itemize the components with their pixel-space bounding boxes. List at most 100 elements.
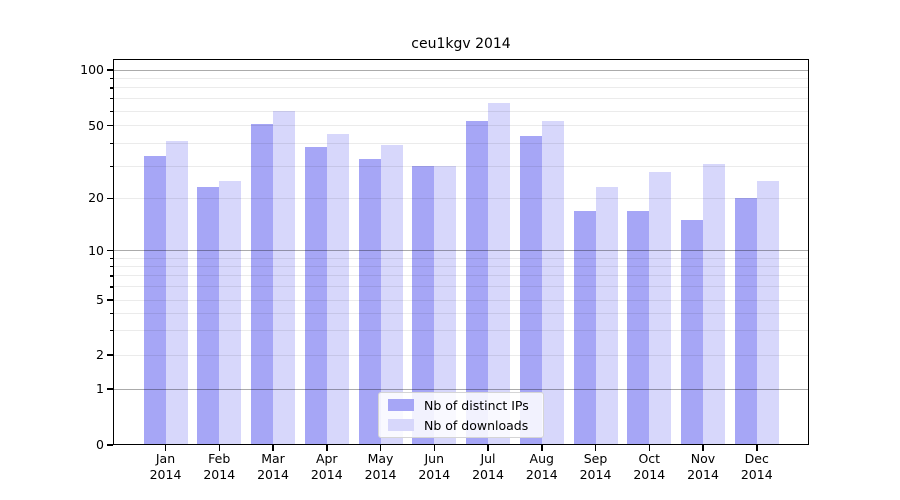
gridline-80 (113, 87, 809, 89)
y-minortick-8 (109, 265, 113, 268)
y-tick-10 (107, 249, 113, 252)
x-tick-label-jun: Jun 2014 (418, 451, 451, 482)
x-tick-label-jan: Jan 2014 (149, 451, 182, 482)
bar-distinct-ips-may (358, 158, 381, 445)
y-minortick-9 (109, 257, 113, 259)
x-tick-label-sep: Sep 2014 (579, 451, 612, 482)
x-tick-feb (218, 445, 220, 451)
gridline-5 (113, 299, 809, 301)
y-minortick-80 (109, 87, 113, 89)
gridline-60 (113, 110, 809, 112)
gridline-20 (113, 197, 809, 199)
bar-distinct-ips-jun (412, 166, 435, 445)
gridline-4 (113, 312, 809, 314)
gridline-2 (113, 354, 809, 356)
legend: Nb of distinct IPs Nb of downloads (378, 392, 544, 438)
bar-downloads-feb (219, 180, 242, 445)
bar-distinct-ips-jul (466, 121, 488, 445)
gridline-50 (113, 125, 809, 127)
bar-downloads-mar (273, 111, 295, 445)
x-tick-nov (702, 445, 704, 451)
gridline-70 (113, 98, 809, 100)
gridline-3 (113, 330, 809, 332)
y-minortick-7 (109, 275, 113, 277)
x-tick-label-oct: Oct 2014 (633, 451, 666, 482)
x-tick-label-feb: Feb 2014 (203, 451, 236, 482)
y-tick-label-1: 1 (96, 381, 104, 396)
x-tick-mar (272, 445, 274, 451)
y-tick-label-50: 50 (88, 117, 104, 133)
legend-item-downloads: Nb of downloads (388, 418, 534, 433)
bar-downloads-sep (595, 187, 618, 445)
bar-downloads-may (380, 145, 403, 445)
bar-downloads-aug (541, 121, 564, 445)
gridline-6 (113, 286, 809, 288)
x-tick-dec (756, 445, 758, 451)
y-minortick-90 (109, 77, 113, 80)
bar-downloads-dec (756, 180, 779, 445)
y-minortick-40 (109, 142, 113, 145)
bar-downloads-oct (649, 171, 672, 445)
bar-distinct-ips-nov (681, 219, 703, 445)
y-minortick-60 (109, 110, 113, 112)
bar-distinct-ips-apr (304, 147, 327, 445)
bar-downloads-nov (703, 163, 725, 445)
y-tick-label-2: 2 (96, 347, 104, 362)
x-tick-may (379, 445, 382, 451)
gridline-major-100 (113, 69, 809, 71)
x-tick-label-may: May 2014 (364, 451, 397, 482)
bar-downloads-jan (165, 141, 188, 445)
bar-distinct-ips-oct (627, 210, 650, 445)
y-minortick-6 (109, 286, 113, 288)
y-tick-2 (107, 354, 113, 356)
legend-label-distinct-ips: Nb of distinct IPs (424, 397, 529, 413)
y-tick-20 (107, 197, 113, 199)
legend-swatch-downloads (388, 419, 414, 431)
bar-distinct-ips-mar (251, 124, 273, 445)
bar-downloads-apr (326, 134, 349, 445)
y-minortick-70 (109, 98, 113, 100)
bar-distinct-ips-jan (143, 156, 166, 445)
x-tick-label-mar: Mar 2014 (257, 451, 289, 482)
y-tick-label-100: 100 (80, 62, 104, 77)
legend-label-downloads: Nb of downloads (424, 417, 529, 433)
y-minortick-4 (109, 312, 113, 315)
y-tick-5 (107, 299, 113, 301)
gridline-7 (113, 275, 809, 277)
x-tick-label-nov: Nov 2014 (687, 451, 719, 482)
legend-item-distinct-ips: Nb of distinct IPs (388, 398, 534, 413)
gridline-90 (113, 77, 809, 79)
gridline-30 (113, 165, 809, 167)
y-tick-0 (107, 444, 113, 446)
x-tick-label-dec: Dec 2014 (740, 451, 773, 482)
legend-swatch-distinct-ips (388, 399, 414, 411)
y-tick-100 (107, 69, 113, 71)
bar-downloads-jun (434, 166, 457, 445)
bar-distinct-ips-dec (734, 198, 757, 445)
gridline-major-10 (113, 250, 809, 251)
gridline-8 (113, 265, 809, 267)
x-tick-label-apr: Apr 2014 (310, 451, 343, 482)
y-tick-label-10: 10 (88, 242, 104, 258)
x-tick-oct (648, 445, 650, 451)
gridline-9 (113, 257, 809, 259)
y-tick-1 (107, 388, 113, 390)
x-tick-label-jul: Jul 2014 (472, 451, 504, 482)
x-tick-sep (594, 445, 597, 451)
gridline-major-1 (113, 388, 809, 390)
bar-distinct-ips-feb (197, 187, 220, 445)
y-minortick-30 (109, 165, 113, 167)
y-tick-label-5: 5 (96, 292, 104, 307)
x-tick-apr (326, 445, 328, 451)
y-tick-50 (107, 125, 113, 127)
bar-downloads-jul (488, 103, 510, 445)
y-tick-label-20: 20 (88, 190, 104, 206)
x-tick-jun (433, 445, 435, 451)
x-tick-aug (541, 445, 543, 451)
x-tick-jan (164, 445, 167, 451)
gridline-40 (113, 142, 809, 144)
y-minortick-3 (109, 330, 113, 332)
x-tick-label-aug: Aug 2014 (525, 451, 558, 482)
chart-title: ceu1kgv 2014 (411, 36, 511, 52)
